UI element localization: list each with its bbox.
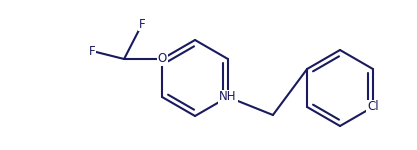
Text: F: F	[139, 18, 146, 30]
Text: Cl: Cl	[367, 100, 379, 114]
Text: NH: NH	[219, 90, 237, 104]
Text: F: F	[89, 45, 95, 57]
Text: O: O	[158, 52, 167, 66]
